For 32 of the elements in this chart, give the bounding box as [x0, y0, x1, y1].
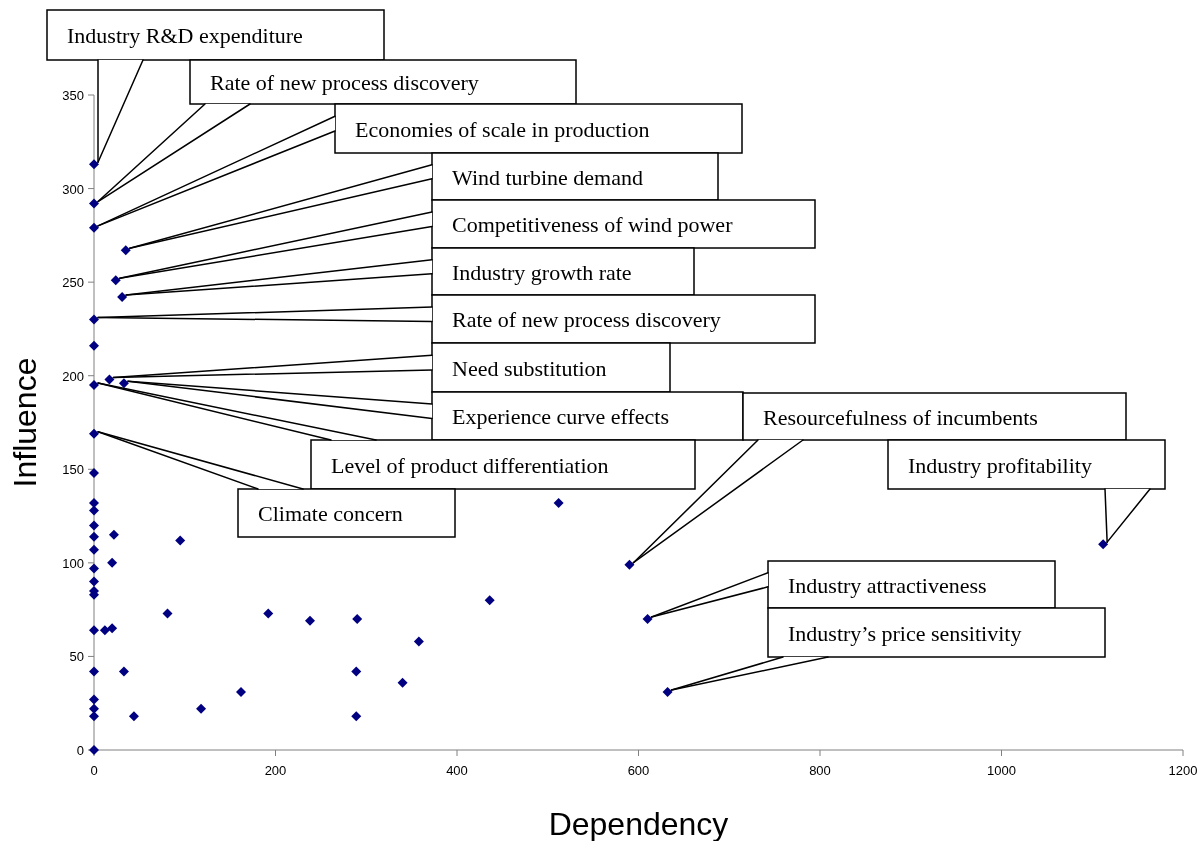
x-tick-label: 1000: [987, 763, 1016, 778]
annotation: Rate of new process discovery: [452, 307, 721, 332]
annotation: Industry’s price sensitivity: [788, 620, 1022, 646]
annotation: Competitiveness of wind power: [452, 212, 734, 237]
x-tick-label: 800: [809, 763, 831, 778]
y-tick-label: 250: [62, 275, 84, 291]
y-tick-label: 150: [62, 462, 84, 478]
y-tick-label: 300: [62, 181, 84, 197]
x-axis-title: Dependency: [548, 806, 729, 841]
x-tick-label: 200: [264, 763, 287, 778]
annotation: Industry R&D expenditure: [67, 23, 303, 48]
annotation: Industry growth rate: [452, 259, 632, 285]
annotation: Experience curve effects: [452, 404, 670, 429]
y-tick-label: 350: [62, 88, 84, 103]
annotation: Industry profitability: [908, 452, 1092, 478]
x-tick-label: 1200: [1168, 763, 1198, 778]
x-tick-label: 600: [627, 763, 650, 778]
annotation: Climate concern: [258, 501, 403, 526]
x-tick-label: 400: [446, 763, 468, 778]
annotation: Rate of new process discovery: [210, 70, 479, 95]
y-tick-label: 0: [76, 743, 84, 758]
annotation: Wind turbine demand: [452, 164, 643, 190]
x-tick-label: 0: [90, 763, 98, 778]
annotation: Level of product differentiation: [331, 452, 609, 478]
y-tick-label: 200: [62, 368, 84, 384]
y-axis-title: Influence: [7, 357, 43, 488]
annotation: Resourcefulness of incumbents: [763, 404, 1038, 430]
annotation: Industry attractiveness: [788, 572, 987, 598]
y-tick-label: 50: [69, 649, 84, 665]
annotation: Need substitution: [452, 355, 607, 381]
y-tick-label: 100: [62, 555, 84, 571]
annotation: Economies of scale in production: [355, 116, 650, 142]
